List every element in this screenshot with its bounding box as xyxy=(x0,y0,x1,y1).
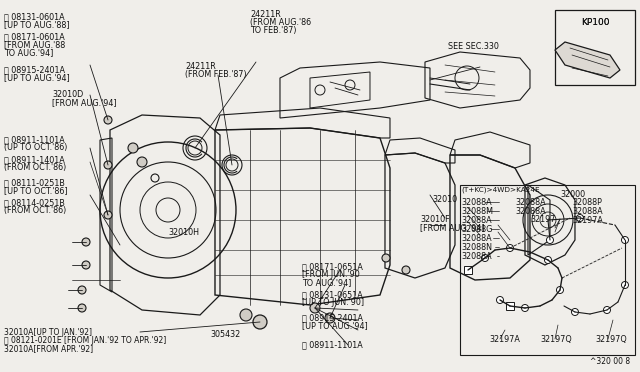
Text: (FROM OCT.'86): (FROM OCT.'86) xyxy=(4,163,67,172)
Text: 32010H: 32010H xyxy=(168,228,199,237)
Text: 24211R: 24211R xyxy=(185,62,216,71)
Circle shape xyxy=(481,254,488,262)
Text: 32088A: 32088A xyxy=(461,252,492,261)
Text: Ⓝ 08915-2401A: Ⓝ 08915-2401A xyxy=(302,313,363,322)
Text: Ⓑ 08111-0251B: Ⓑ 08111-0251B xyxy=(4,178,65,187)
Circle shape xyxy=(402,266,410,274)
Text: [UP TO OCT.'86]: [UP TO OCT.'86] xyxy=(4,186,68,195)
Text: 32197A: 32197A xyxy=(572,216,603,225)
Text: 32010: 32010 xyxy=(432,195,457,204)
Text: 32197Q: 32197Q xyxy=(540,335,572,344)
Circle shape xyxy=(522,305,529,311)
Text: 32088A: 32088A xyxy=(461,216,492,225)
Circle shape xyxy=(621,237,628,244)
Text: 32088P: 32088P xyxy=(572,198,602,207)
Circle shape xyxy=(556,286,563,294)
Text: [UP TO JUN.'90]: [UP TO JUN.'90] xyxy=(302,298,364,307)
Circle shape xyxy=(604,307,611,314)
Text: 24211R: 24211R xyxy=(250,10,281,19)
Text: [UP TO AUG.'94]: [UP TO AUG.'94] xyxy=(302,321,368,330)
Text: [UP TO AUG.'88]: [UP TO AUG.'88] xyxy=(4,20,70,29)
Text: 32010F: 32010F xyxy=(420,215,450,224)
Text: (T+KC)>4WD>KA24E: (T+KC)>4WD>KA24E xyxy=(461,187,540,193)
Text: 32088A: 32088A xyxy=(461,234,492,243)
Text: Ⓝ 08911-1101A: Ⓝ 08911-1101A xyxy=(302,340,363,349)
Text: KP100: KP100 xyxy=(580,18,609,27)
Circle shape xyxy=(137,157,147,167)
Text: 305432: 305432 xyxy=(210,330,240,339)
Polygon shape xyxy=(555,42,620,78)
Text: 32010A[UP TO JAN.'92]: 32010A[UP TO JAN.'92] xyxy=(4,328,92,337)
Circle shape xyxy=(310,303,320,313)
Text: Ⓑ 08171-0601A: Ⓑ 08171-0601A xyxy=(4,32,65,41)
Text: (FROM AUG.'86: (FROM AUG.'86 xyxy=(250,18,311,27)
Text: [UP TO AUG.'94]: [UP TO AUG.'94] xyxy=(4,73,70,82)
Circle shape xyxy=(253,315,267,329)
Text: TO FEB.'87): TO FEB.'87) xyxy=(250,26,296,35)
Bar xyxy=(506,302,514,310)
Text: 32000: 32000 xyxy=(560,190,585,199)
Text: Ⓨ 08915-2401A: Ⓨ 08915-2401A xyxy=(4,65,65,74)
Text: (FROM OCT.'86): (FROM OCT.'86) xyxy=(4,206,67,215)
Text: Ⓑ 08131-0601A: Ⓑ 08131-0601A xyxy=(4,12,65,21)
Circle shape xyxy=(104,211,112,219)
Bar xyxy=(464,266,472,274)
Text: Ⓑ 08171-0651A: Ⓑ 08171-0651A xyxy=(302,262,363,271)
Circle shape xyxy=(82,238,90,246)
Text: 32088A: 32088A xyxy=(572,207,603,216)
Text: [FROM AUG.'94]: [FROM AUG.'94] xyxy=(420,223,484,232)
Circle shape xyxy=(621,282,628,289)
Text: 32088N: 32088N xyxy=(461,243,492,252)
Circle shape xyxy=(547,237,554,244)
Text: 32010D: 32010D xyxy=(52,90,83,99)
Text: ^320 00 8: ^320 00 8 xyxy=(590,357,630,366)
Text: SEE SEC.330: SEE SEC.330 xyxy=(448,42,499,51)
Text: TO AUG.'94]: TO AUG.'94] xyxy=(4,48,53,57)
Circle shape xyxy=(78,304,86,312)
Circle shape xyxy=(104,116,112,124)
Text: 32197: 32197 xyxy=(530,215,556,224)
Text: (UP TO OCT.'86): (UP TO OCT.'86) xyxy=(4,143,67,152)
Bar xyxy=(555,10,635,85)
Text: 32088A: 32088A xyxy=(461,198,492,207)
Circle shape xyxy=(128,143,138,153)
Circle shape xyxy=(577,215,584,221)
Text: 32088A: 32088A xyxy=(515,207,546,216)
Circle shape xyxy=(572,308,579,315)
Text: KP100: KP100 xyxy=(580,18,609,27)
Text: Ⓑ 08114-0251B: Ⓑ 08114-0251B xyxy=(4,198,65,207)
Bar xyxy=(460,185,635,355)
Circle shape xyxy=(104,161,112,169)
Text: 32088M: 32088M xyxy=(461,207,493,216)
Circle shape xyxy=(545,257,552,263)
Circle shape xyxy=(325,313,335,323)
Text: Ⓝ 08911-1401A: Ⓝ 08911-1401A xyxy=(4,155,65,164)
Text: 32197Q: 32197Q xyxy=(595,335,627,344)
Text: 32088G: 32088G xyxy=(461,225,492,234)
Text: [FROM JUN.'90: [FROM JUN.'90 xyxy=(302,270,360,279)
Circle shape xyxy=(382,254,390,262)
Text: 32088A: 32088A xyxy=(515,198,546,207)
Text: [FROM AUG.'94]: [FROM AUG.'94] xyxy=(52,98,116,107)
Circle shape xyxy=(82,261,90,269)
Circle shape xyxy=(240,309,252,321)
Circle shape xyxy=(497,296,504,304)
Text: Ⓝ 08911-1101A: Ⓝ 08911-1101A xyxy=(4,135,65,144)
Circle shape xyxy=(506,244,513,251)
Text: 32197A: 32197A xyxy=(489,335,520,344)
Text: 32010A[FROM APR.'92]: 32010A[FROM APR.'92] xyxy=(4,344,93,353)
Text: TO AUG.'94]: TO AUG.'94] xyxy=(302,278,351,287)
Text: (FROM FEB.'87): (FROM FEB.'87) xyxy=(185,70,246,79)
Text: Ⓑ 08121-0201E [FROM JAN.'92 TO APR.'92]: Ⓑ 08121-0201E [FROM JAN.'92 TO APR.'92] xyxy=(4,336,166,345)
Text: Ⓑ 08131-0651A: Ⓑ 08131-0651A xyxy=(302,290,363,299)
Circle shape xyxy=(78,286,86,294)
Text: [FROM AUG.'88: [FROM AUG.'88 xyxy=(4,40,65,49)
